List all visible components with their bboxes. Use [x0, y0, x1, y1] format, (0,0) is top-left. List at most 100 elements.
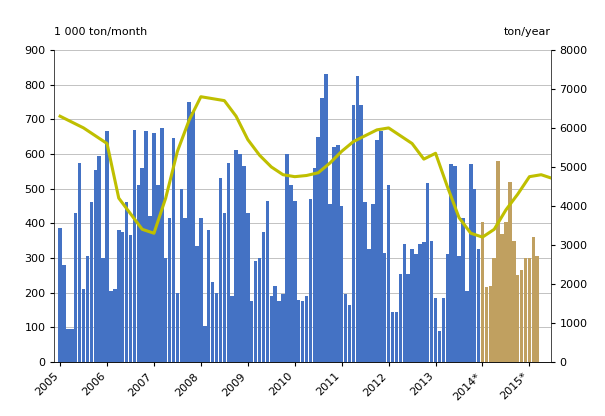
Bar: [504, 221, 508, 362]
Bar: [125, 203, 128, 362]
Bar: [399, 274, 402, 362]
Bar: [516, 275, 520, 362]
Bar: [387, 185, 390, 362]
Bar: [199, 218, 203, 362]
Bar: [70, 329, 74, 362]
Bar: [422, 242, 425, 362]
Bar: [234, 151, 238, 362]
Bar: [97, 156, 101, 362]
Bar: [74, 213, 77, 362]
Bar: [465, 291, 469, 362]
Bar: [86, 256, 89, 362]
Bar: [391, 312, 394, 362]
Bar: [105, 131, 109, 362]
Bar: [461, 218, 465, 362]
Bar: [270, 296, 273, 362]
Bar: [477, 249, 480, 362]
Bar: [379, 131, 382, 362]
Bar: [316, 136, 320, 362]
Bar: [250, 301, 253, 362]
Bar: [148, 216, 152, 362]
Bar: [473, 188, 476, 362]
Bar: [175, 292, 179, 362]
Bar: [82, 289, 85, 362]
Bar: [344, 295, 347, 362]
Bar: [58, 228, 62, 362]
Bar: [113, 289, 117, 362]
Bar: [364, 203, 367, 362]
Bar: [430, 240, 433, 362]
Bar: [191, 112, 195, 362]
Bar: [183, 218, 187, 362]
Bar: [356, 76, 359, 362]
Bar: [180, 188, 183, 362]
Bar: [434, 298, 437, 362]
Bar: [156, 185, 160, 362]
Bar: [258, 258, 261, 362]
Bar: [90, 203, 93, 362]
Bar: [305, 296, 309, 362]
Bar: [375, 140, 379, 362]
Bar: [145, 131, 148, 362]
Bar: [453, 166, 457, 362]
Bar: [289, 185, 293, 362]
Bar: [352, 105, 355, 362]
Bar: [528, 258, 531, 362]
Bar: [394, 312, 398, 362]
Bar: [469, 164, 473, 362]
Bar: [340, 206, 344, 362]
Bar: [508, 182, 512, 362]
Bar: [137, 185, 140, 362]
Bar: [207, 230, 211, 362]
Bar: [231, 296, 234, 362]
Bar: [407, 274, 410, 362]
Bar: [62, 265, 66, 362]
Bar: [336, 145, 339, 362]
Bar: [332, 147, 336, 362]
Bar: [512, 240, 515, 362]
Bar: [172, 138, 175, 362]
Bar: [367, 249, 371, 362]
Bar: [102, 258, 105, 362]
Bar: [418, 244, 422, 362]
Bar: [203, 325, 206, 362]
Bar: [117, 230, 120, 362]
Bar: [402, 244, 406, 362]
Bar: [188, 102, 191, 362]
Bar: [445, 255, 449, 362]
Bar: [324, 74, 328, 362]
Text: ton/year: ton/year: [503, 27, 551, 37]
Bar: [160, 128, 163, 362]
Bar: [109, 291, 113, 362]
Bar: [426, 183, 430, 362]
Bar: [132, 130, 136, 362]
Bar: [262, 232, 265, 362]
Bar: [211, 282, 214, 362]
Bar: [313, 168, 316, 362]
Bar: [121, 232, 125, 362]
Bar: [195, 246, 198, 362]
Bar: [414, 255, 418, 362]
Bar: [129, 235, 132, 362]
Bar: [489, 286, 492, 362]
Bar: [348, 305, 352, 362]
Bar: [164, 258, 168, 362]
Bar: [140, 168, 144, 362]
Bar: [273, 286, 277, 362]
Bar: [500, 234, 504, 362]
Bar: [223, 213, 226, 362]
Bar: [309, 199, 312, 362]
Bar: [281, 295, 285, 362]
Bar: [297, 300, 301, 362]
Bar: [437, 331, 441, 362]
Bar: [254, 261, 257, 362]
Bar: [450, 164, 453, 362]
Bar: [371, 204, 374, 362]
Bar: [457, 256, 461, 362]
Bar: [218, 178, 222, 362]
Bar: [168, 218, 171, 362]
Bar: [442, 298, 445, 362]
Bar: [532, 237, 535, 362]
Bar: [226, 163, 230, 362]
Bar: [535, 256, 539, 362]
